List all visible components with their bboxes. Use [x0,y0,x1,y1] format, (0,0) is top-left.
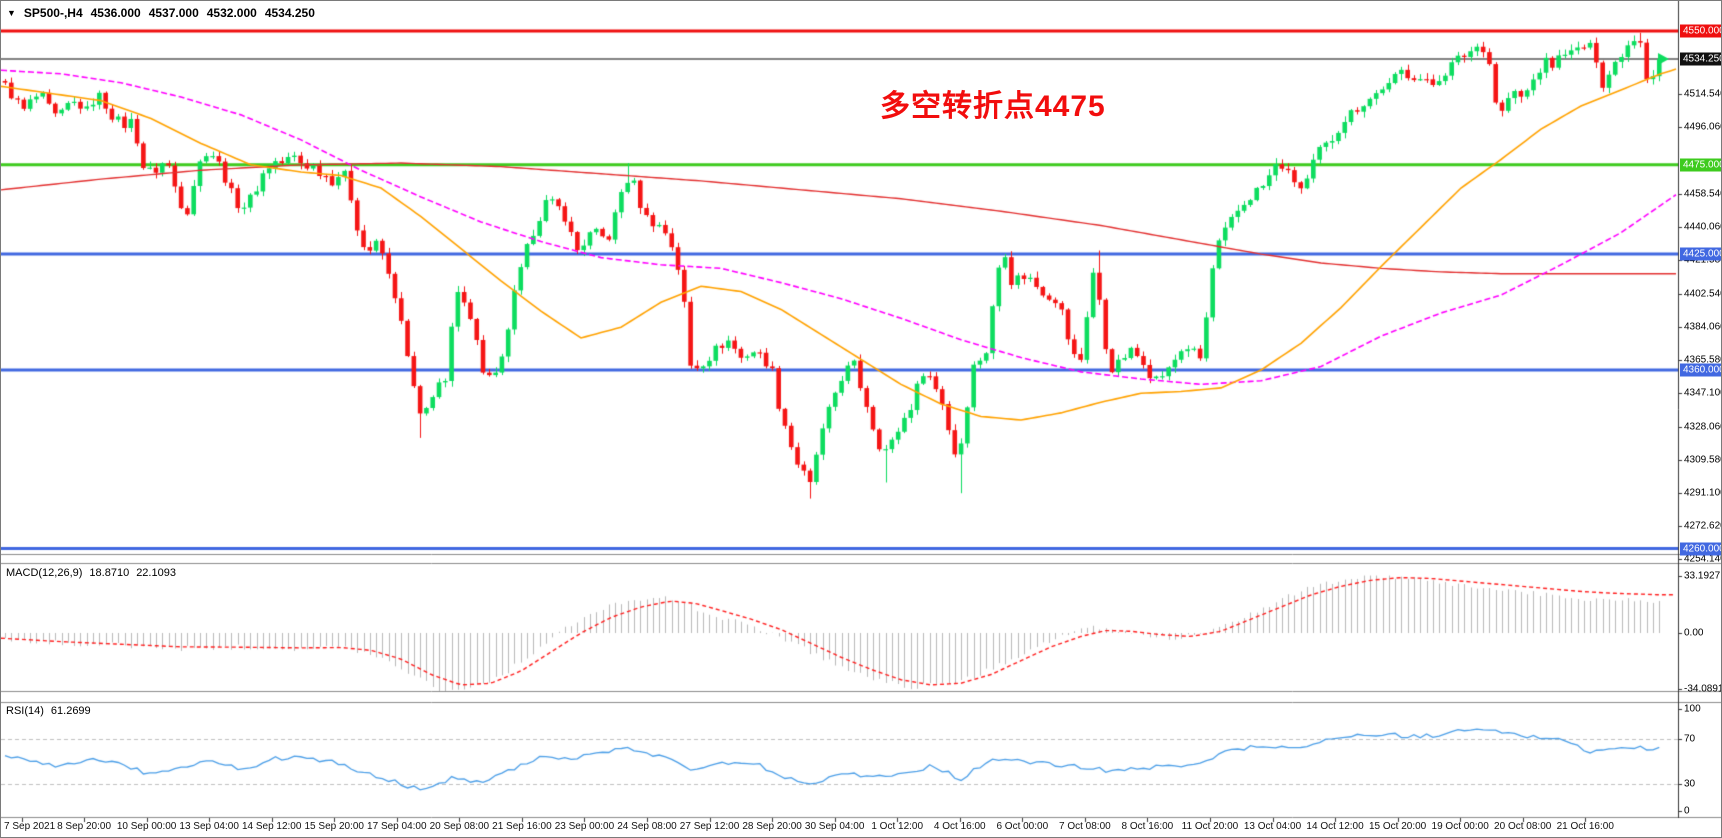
time-axis-label: 4 Oct 16:00 [933,821,986,832]
price-axis-label: 4402.540 [1684,288,1722,300]
ohlc-high: 4537.000 [148,6,199,20]
time-axis-label: 19 Oct 00:00 [1431,821,1489,832]
rsi-name: RSI(14) [6,705,44,717]
price-axis-label: 4440.060 [1684,221,1722,233]
price-level-badge: 4425.000 [1680,247,1721,261]
time-axis-label: 20 Oct 08:00 [1494,821,1552,832]
time-axis-label: 27 Sep 12:00 [679,821,740,832]
macd-axis-label: 33.1927 [1684,570,1721,582]
macd-indicator-label: MACD(12,26,9) 18.8710 22.1093 [6,567,176,579]
time-axis-label: 7 Sep 2021 [4,821,56,832]
time-axis-label: 24 Sep 08:00 [617,821,677,832]
time-axis-label: 21 Sep 16:00 [492,821,552,832]
rsi-axis-label: 0 [1684,805,1690,817]
macd-main-value: 18.8710 [89,567,130,579]
macd-axis-label: 0.00 [1684,627,1704,639]
price-axis-label: 4384.060 [1684,321,1722,333]
price-axis-label: 4328.060 [1684,421,1722,433]
time-axis-label: 7 Oct 08:00 [1058,821,1111,832]
macd-signal-value: 22.1093 [136,567,176,579]
time-axis-label: 15 Oct 20:00 [1368,821,1427,832]
time-axis-label: 28 Sep 20:00 [742,821,802,832]
rsi-axis-label: 30 [1684,778,1696,790]
time-axis-label: 11 Oct 20:00 [1181,821,1239,832]
time-axis-label: 6 Oct 00:00 [996,821,1049,832]
ohlc-low: 4532.000 [206,6,257,20]
price-axis-label: 4291.100 [1684,487,1722,499]
rsi-indicator-label: RSI(14) 61.2699 [6,705,91,717]
time-axis-label: 10 Sep 00:00 [116,821,177,832]
ohlc-open: 4536.000 [90,6,141,20]
time-axis-label: 14 Sep 12:00 [241,821,302,832]
price-axis-label: 4514.540 [1684,88,1722,100]
price-axis-label: 4496.060 [1684,121,1722,133]
price-axis-label: 4365.580 [1684,354,1722,366]
price-level-badge: 4260.000 [1680,542,1721,556]
price-level-badge: 4534.250 [1680,52,1721,66]
rsi-axis-label: 100 [1684,703,1701,715]
time-axis-label: 15 Sep 20:00 [304,821,365,832]
symbol-dropdown-icon[interactable]: ▼ [7,8,16,18]
time-axis-label: 20 Sep 08:00 [429,821,490,832]
price-axis-label: 4272.620 [1684,520,1722,532]
price-level-badge: 4360.000 [1680,363,1721,377]
chart-header: ▼ SP500-,H4 4536.000 4537.000 4532.000 4… [7,6,315,20]
time-axis-label: 21 Oct 16:00 [1556,821,1614,832]
price-axis-label: 4347.100 [1684,387,1722,399]
rsi-axis-label: 70 [1684,733,1696,745]
macd-axis-label: -34.0891 [1684,683,1722,695]
time-axis-label: 30 Sep 04:00 [804,821,865,832]
ohlc-close: 4534.250 [264,6,315,20]
time-axis-label: 13 Sep 04:00 [179,821,239,832]
time-axis-label: 17 Sep 04:00 [367,821,427,832]
symbol-timeframe-label: SP500-,H4 [23,6,83,20]
price-axis-label: 4458.540 [1684,188,1722,200]
annotation-text: 多空转折点4475 [880,90,1106,123]
time-axis-label: 14 Oct 12:00 [1306,821,1364,832]
macd-name: MACD(12,26,9) [6,567,83,579]
price-axis-label: 4254.140 [1684,553,1722,565]
time-axis-label: 23 Sep 00:00 [554,821,615,832]
rsi-value: 61.2699 [50,705,91,717]
time-axis-label: 1 Oct 12:00 [871,821,924,832]
price-axis-label: 4309.580 [1684,454,1722,466]
time-axis-label: 8 Sep 20:00 [57,821,112,832]
price-level-badge: 4475.000 [1680,158,1721,172]
time-axis-label: 13 Oct 04:00 [1243,821,1302,832]
time-axis-label: 8 Oct 16:00 [1121,821,1174,832]
price-level-badge: 4550.000 [1680,24,1721,38]
